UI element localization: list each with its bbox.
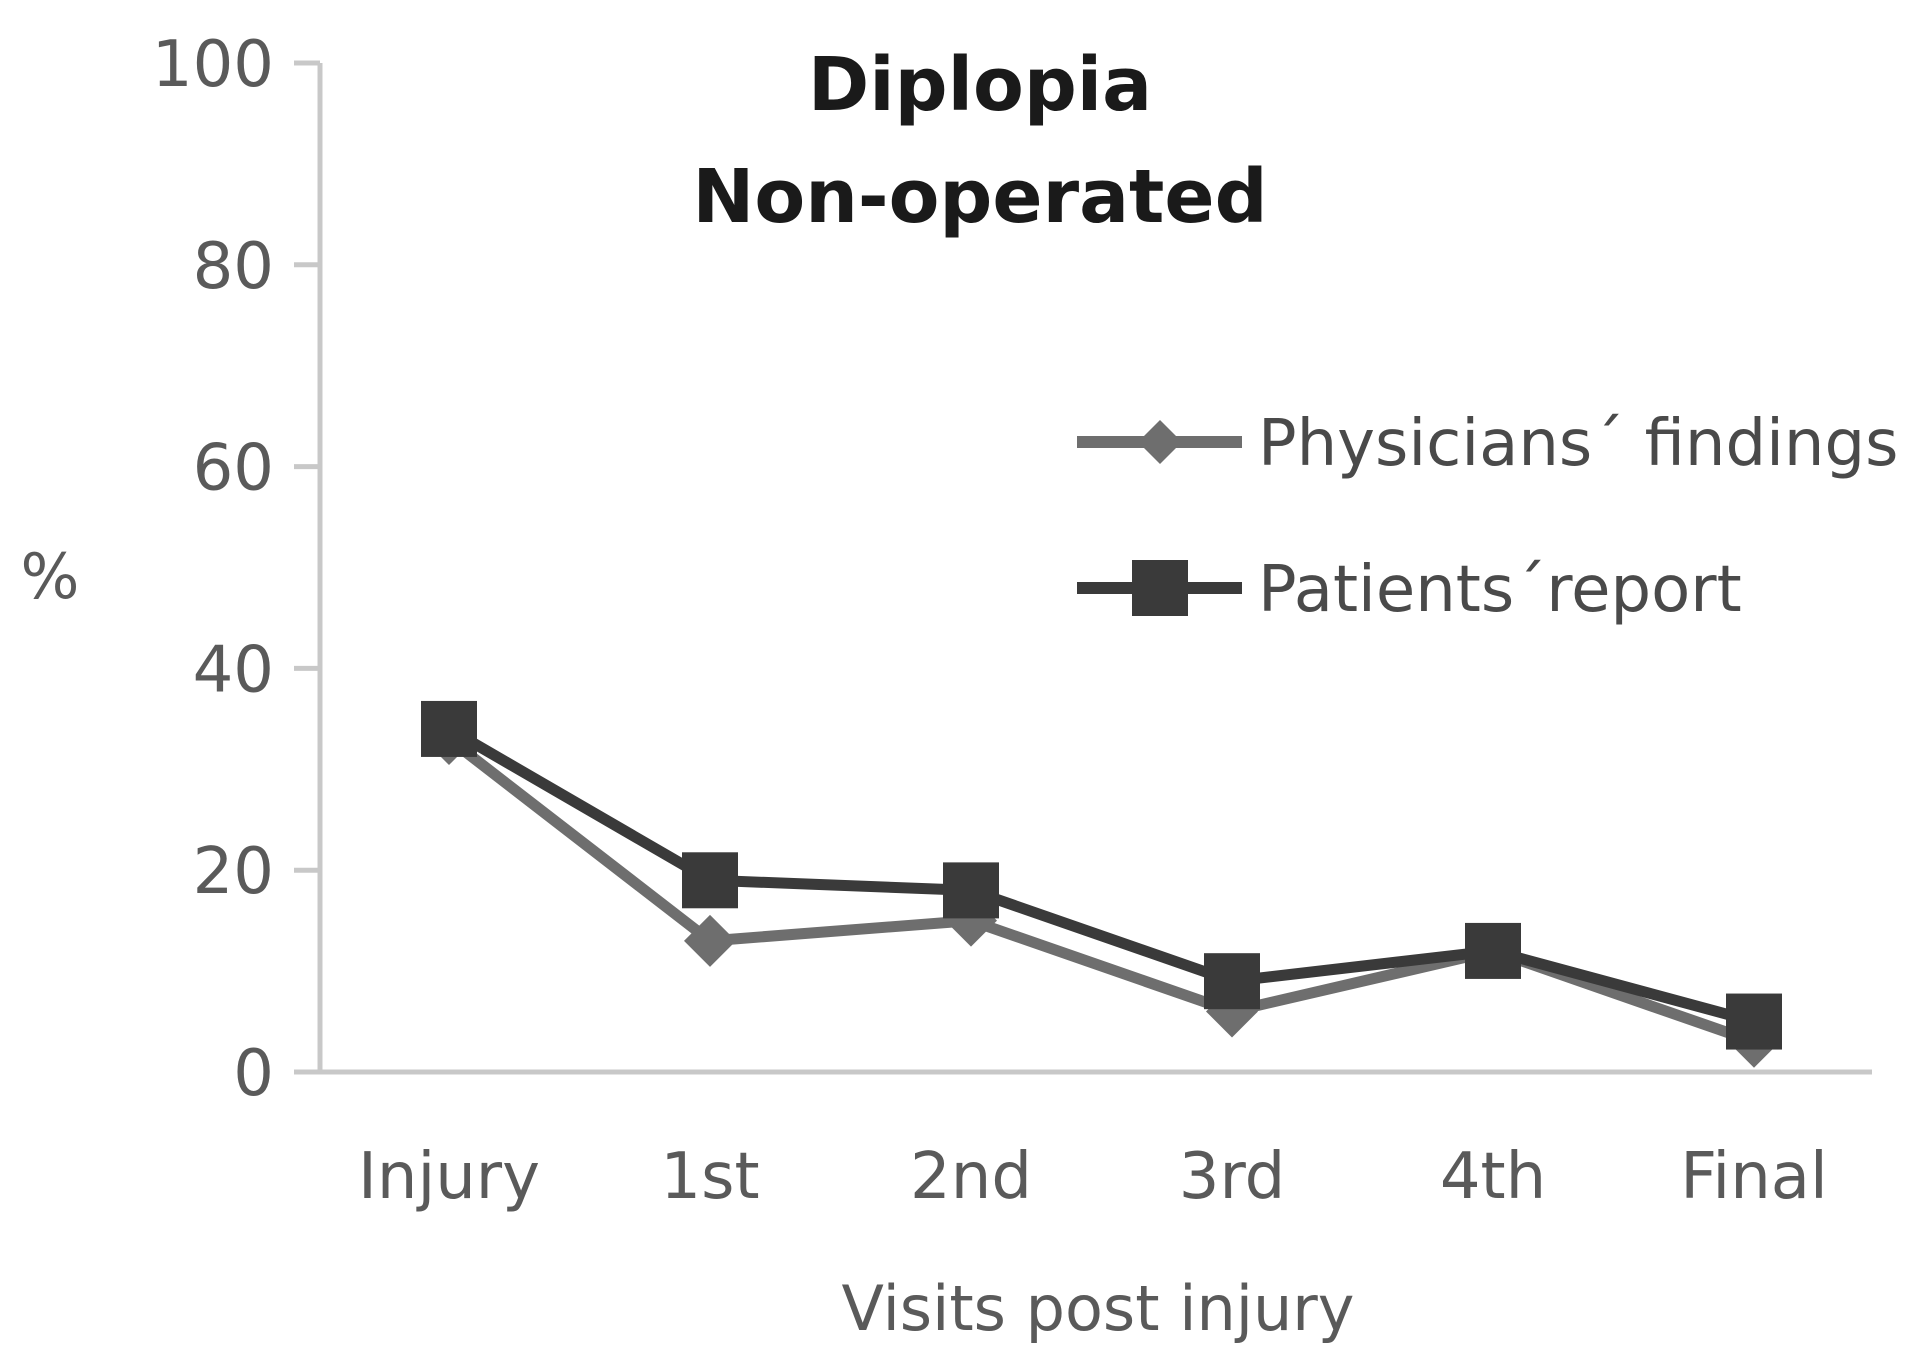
x-tick-label: 4th: [1440, 1140, 1546, 1214]
data-point-square: [1465, 922, 1521, 979]
series-patients-report: [421, 700, 1782, 1050]
legend-square-marker: [1132, 560, 1188, 616]
series: [421, 700, 1782, 1068]
series-line: [445, 734, 1756, 1047]
series-line: [446, 724, 1756, 1027]
y-tick-label: 80: [193, 230, 274, 304]
series-physicians-findings: [423, 713, 1780, 1068]
axes: 0 20 40 60 80 100 Injury 1st 2nd 3rd 4th Final: [152, 28, 1872, 1214]
data-point-square: [943, 862, 999, 919]
x-tick-label: Injury: [358, 1140, 540, 1214]
legend: Physicians´ findings Patients´report: [1077, 407, 1898, 627]
data-point-diamond: [684, 914, 736, 967]
y-tick-label: 100: [152, 28, 274, 102]
x-tick-label: Final: [1680, 1140, 1828, 1214]
legend-diamond-marker: [1138, 420, 1182, 464]
x-tick-label: 2nd: [910, 1140, 1032, 1214]
data-point-square: [682, 852, 738, 909]
y-tick-label: 20: [193, 835, 274, 909]
y-tick-label: 40: [193, 633, 274, 707]
data-point-square: [421, 700, 477, 757]
y-tick-label: 60: [193, 432, 274, 506]
data-point-square: [1726, 993, 1782, 1050]
x-axis-ticks: Injury 1st 2nd 3rd 4th Final: [358, 1140, 1828, 1214]
y-axis-title: %: [21, 540, 80, 613]
legend-item-physicians: Physicians´ findings: [1077, 407, 1898, 481]
legend-item-patients: Patients´report: [1077, 553, 1742, 627]
data-point-square: [1204, 953, 1260, 1010]
legend-label-patients: Patients´report: [1258, 553, 1742, 627]
y-tick-label: 0: [233, 1037, 274, 1111]
chart-title-line-2: Non-operated: [692, 154, 1267, 240]
chart-title-line-1: Diplopia: [808, 42, 1152, 128]
x-tick-label: 1st: [660, 1140, 759, 1214]
y-axis-ticks: 0 20 40 60 80 100: [152, 28, 320, 1111]
x-tick-label: 3rd: [1179, 1140, 1286, 1214]
legend-label-physicians: Physicians´ findings: [1258, 407, 1898, 481]
x-axis-title: Visits post injury: [842, 1272, 1355, 1345]
